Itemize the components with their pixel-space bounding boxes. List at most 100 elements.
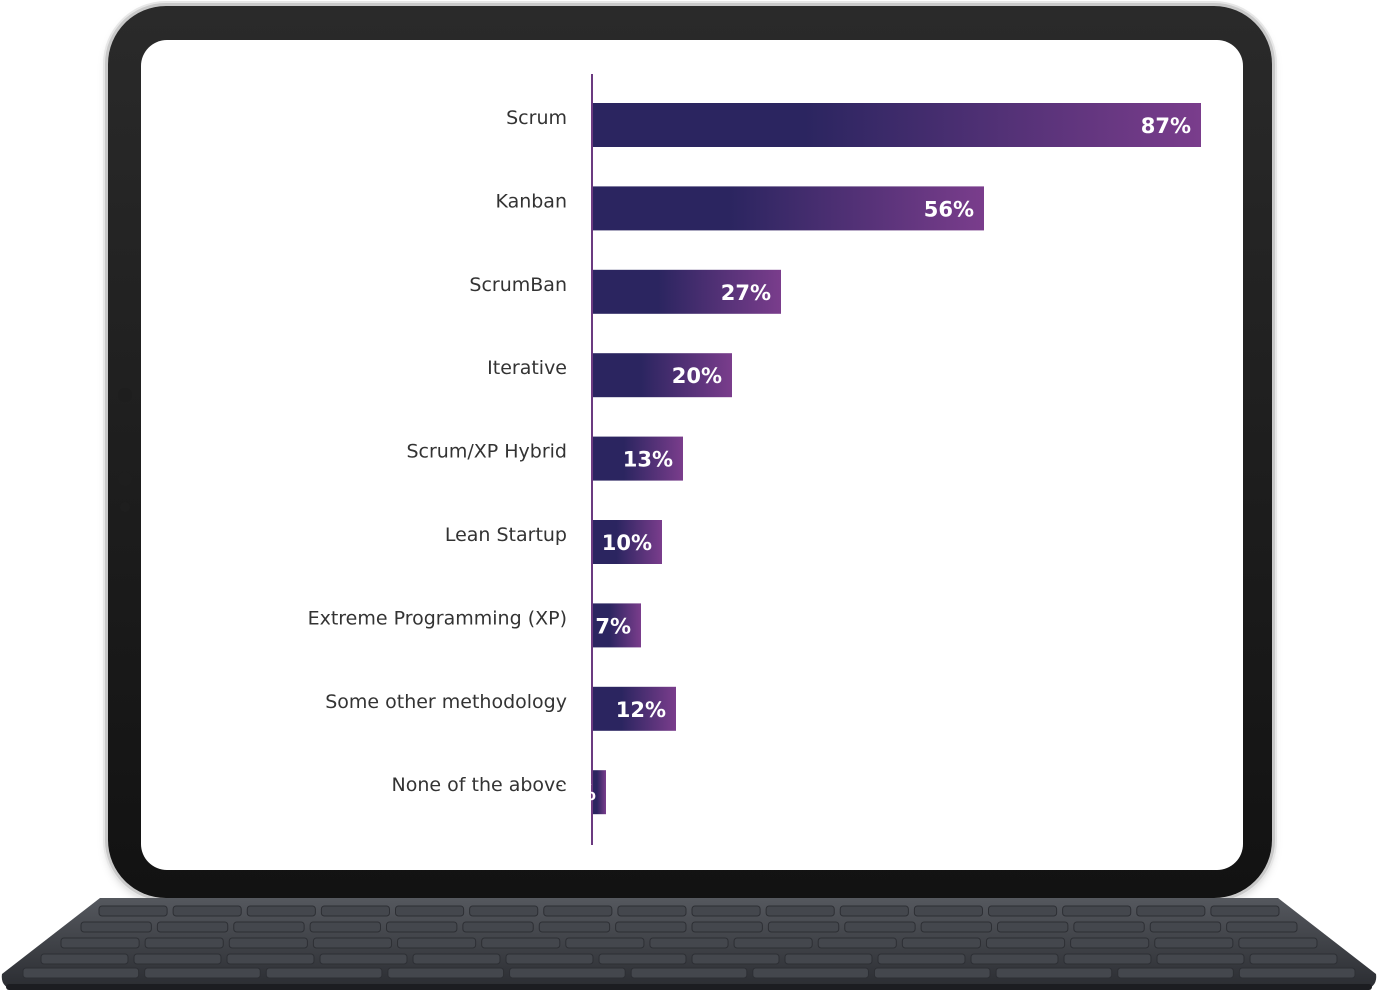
keyboard-key xyxy=(98,905,168,917)
keyboard-key xyxy=(617,905,687,917)
keyboard-key xyxy=(395,905,465,917)
value-label: 56% xyxy=(924,197,974,221)
keyboard-key xyxy=(320,905,390,917)
keyboard-key xyxy=(386,921,458,933)
bar xyxy=(592,269,781,314)
keyboard-key xyxy=(505,953,594,965)
keyboard-key xyxy=(133,953,222,965)
category-label: None of the above xyxy=(392,774,567,796)
keyboard-key xyxy=(920,921,992,933)
keyboard-key xyxy=(784,953,873,965)
keyboard-key xyxy=(469,905,539,917)
value-labels: 87% 56% 27% 20% 13% 10% 7% 12% 2% xyxy=(560,114,1191,805)
bar xyxy=(592,686,676,731)
keyboard-key xyxy=(226,953,315,965)
keyboard-key xyxy=(1154,937,1234,949)
category-label: Extreme Programming (XP) xyxy=(308,607,567,629)
keyboard-key xyxy=(312,937,393,949)
keyboard-key xyxy=(144,967,261,979)
value-label: 7% xyxy=(595,614,631,638)
side-button xyxy=(104,58,108,108)
keyboard-key xyxy=(412,953,501,965)
keyboard-key xyxy=(767,921,840,933)
category-label: Scrum xyxy=(506,107,567,129)
keyboard xyxy=(1,898,1377,990)
tablet-frame xyxy=(108,6,1272,898)
bar xyxy=(592,186,984,231)
keyboard-key xyxy=(1070,937,1150,949)
keyboard-key xyxy=(877,953,966,965)
value-label: 20% xyxy=(672,364,722,388)
keyboard-key xyxy=(733,937,813,949)
keyboard-key xyxy=(481,937,561,949)
bar xyxy=(592,770,606,815)
tablet-screen xyxy=(141,40,1243,870)
keyboard-key xyxy=(228,937,308,949)
value-label: 27% xyxy=(721,281,771,305)
keyboard-key xyxy=(1238,937,1318,949)
category-label: Lean Startup xyxy=(445,524,567,546)
keyboard-key xyxy=(172,905,242,917)
keyboard-key xyxy=(1156,953,1245,965)
keyboard-key xyxy=(997,921,1069,933)
category-label: Iterative xyxy=(487,357,567,379)
keyboard-key xyxy=(309,921,381,933)
bar xyxy=(592,603,641,648)
keyboard-key xyxy=(1226,921,1298,933)
keyboard-key xyxy=(598,953,687,965)
category-label: ScrumBan xyxy=(469,274,567,296)
keyboard-key xyxy=(1210,905,1280,917)
keyboard-key xyxy=(901,937,981,949)
keyboard-key xyxy=(60,937,140,949)
keyboard-key xyxy=(40,953,129,965)
category-label: Some other methodology xyxy=(325,691,567,713)
keyboard-key xyxy=(565,937,645,949)
keyboard-key xyxy=(691,953,780,965)
value-label: 10% xyxy=(602,531,652,555)
keyboard-key xyxy=(649,937,729,949)
value-label: 12% xyxy=(616,698,666,722)
category-label: Scrum/XP Hybrid xyxy=(406,441,567,463)
keyboard-key xyxy=(1149,921,1222,933)
keyboard-key xyxy=(543,905,613,917)
keyboard-key xyxy=(144,937,224,949)
keyboard-key xyxy=(1063,953,1152,965)
keyboard-key xyxy=(1117,967,1234,979)
keyboard-key xyxy=(615,921,687,933)
bars xyxy=(592,103,1201,815)
keyboard-key xyxy=(80,921,152,933)
keyboard-key xyxy=(970,953,1059,965)
value-label: 13% xyxy=(623,448,673,472)
bar xyxy=(592,436,683,481)
keyboard-key xyxy=(839,905,909,917)
keyboard-key xyxy=(1062,905,1132,917)
keyboard-key xyxy=(752,967,869,979)
keyboard-key xyxy=(844,921,916,933)
bar xyxy=(592,520,662,564)
keyboard-key xyxy=(995,967,1113,979)
keyboard-key xyxy=(156,921,229,933)
value-label: 87% xyxy=(1141,114,1191,138)
category-label: Kanban xyxy=(495,190,567,212)
keyboard-edge xyxy=(6,984,1372,990)
keyboard-key xyxy=(630,967,748,979)
keyboard-key xyxy=(1136,905,1206,917)
keyboard-key xyxy=(22,967,140,979)
keyboard-key xyxy=(509,967,626,979)
value-label: 2% xyxy=(560,781,596,805)
keyboard-key xyxy=(397,937,477,949)
keyboard-key xyxy=(1249,953,1338,965)
keyboard-key xyxy=(246,905,316,917)
keyboard-key xyxy=(765,905,835,917)
sensor-dot xyxy=(120,502,130,512)
keyboard-key xyxy=(988,905,1058,917)
keyboard-key xyxy=(462,921,534,933)
top-button xyxy=(200,2,228,6)
keyboard-key xyxy=(387,967,505,979)
camera-dot xyxy=(118,388,132,402)
camera-dot xyxy=(118,472,132,486)
keyboard-key xyxy=(691,905,761,917)
top-button xyxy=(240,2,276,6)
